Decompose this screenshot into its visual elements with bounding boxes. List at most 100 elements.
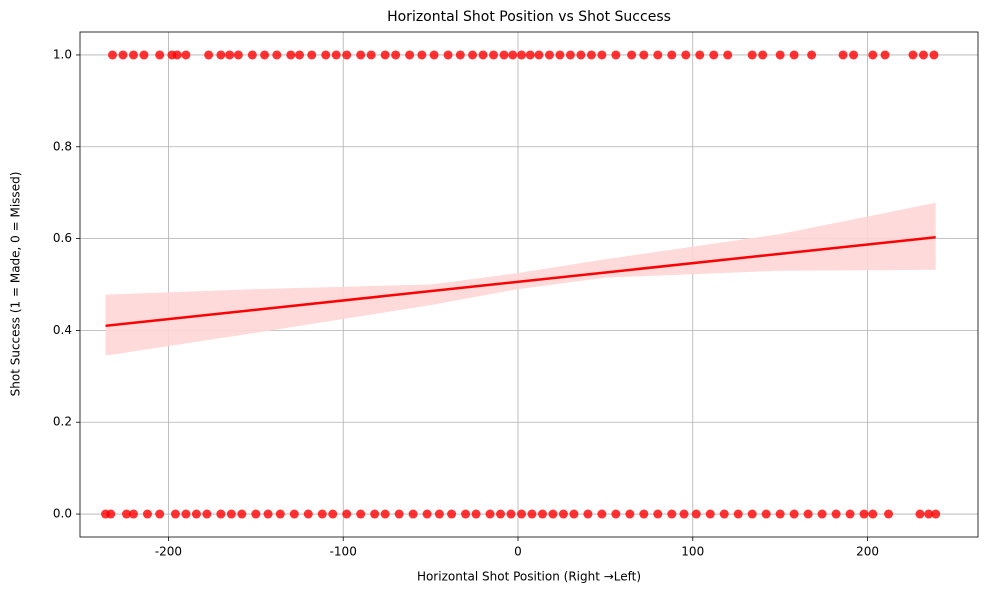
shot-point (525, 50, 535, 60)
shot-point (775, 509, 785, 519)
x-tick-label: 0 (514, 545, 522, 559)
shot-point (639, 509, 649, 519)
shot-point (719, 509, 729, 519)
shot-point (443, 50, 453, 60)
shot-point (679, 509, 689, 519)
shot-point (380, 50, 390, 60)
shot-point (461, 509, 471, 519)
shot-point (733, 509, 743, 519)
shot-point (468, 50, 478, 60)
shot-point (758, 50, 768, 60)
y-tick-label: 0.0 (53, 507, 72, 521)
shot-point (170, 509, 180, 519)
shot-point (625, 509, 635, 519)
shot-point (328, 509, 338, 519)
shot-point (366, 50, 376, 60)
shot-point (803, 509, 813, 519)
shot-point (391, 50, 401, 60)
shot-point (667, 509, 677, 519)
y-axis-label: Shot Success (1 = Made, 0 = Missed) (9, 172, 23, 397)
shot-point (155, 509, 165, 519)
shot-point (583, 509, 593, 519)
shot-point (565, 50, 575, 60)
shot-point (172, 50, 182, 60)
shot-point (611, 50, 621, 60)
shot-point (434, 509, 444, 519)
shot-point (747, 509, 757, 519)
shot-point (247, 50, 257, 60)
shot-point (155, 50, 165, 60)
shot-point (527, 509, 537, 519)
shot-point (537, 509, 547, 519)
shot-point (118, 50, 128, 60)
shot-point (331, 50, 341, 60)
x-tick-label: -200 (155, 545, 182, 559)
confidence-band (105, 202, 936, 356)
shot-point (405, 50, 415, 60)
shot-point (586, 50, 596, 60)
shot-point (817, 509, 827, 519)
shot-point (859, 509, 869, 519)
shot-point (342, 509, 352, 519)
shot-point (237, 509, 247, 519)
shot-point (321, 50, 331, 60)
shot-point (356, 509, 366, 519)
shot-point (422, 509, 432, 519)
shot-point (489, 50, 499, 60)
shot-point (181, 509, 191, 519)
shot-point (496, 509, 506, 519)
shot-point (303, 509, 313, 519)
shot-point (534, 50, 544, 60)
shot-point (260, 50, 270, 60)
shot-point (225, 50, 235, 60)
shot-point (128, 509, 138, 519)
shot-point (380, 509, 390, 519)
shot-point (924, 509, 934, 519)
shot-point (508, 50, 518, 60)
shot-point (216, 509, 226, 519)
shot-point (263, 509, 273, 519)
shot-point (499, 50, 509, 60)
shot-point (929, 50, 939, 60)
shot-point (121, 509, 131, 519)
shot-point (705, 509, 715, 519)
shot-point (555, 50, 565, 60)
shot-point (342, 50, 352, 60)
shot-point (868, 509, 878, 519)
plot-frame (79, 31, 979, 538)
shot-point (918, 50, 928, 60)
shot-point (289, 509, 299, 519)
y-tick-label: 0.6 (53, 231, 72, 245)
shot-point (653, 50, 663, 60)
shot-point (789, 50, 799, 60)
shot-point (447, 509, 457, 519)
shot-point (356, 50, 366, 60)
shot-point (558, 509, 568, 519)
shot-point (233, 50, 243, 60)
shot-point (251, 509, 261, 519)
shot-point (286, 50, 296, 60)
shot-point (295, 50, 305, 60)
shot-point (576, 50, 586, 60)
shot-point (408, 509, 418, 519)
shot-point (723, 50, 733, 60)
shot-point (142, 509, 152, 519)
shot-point (108, 50, 118, 60)
shot-point (485, 509, 495, 519)
shot-point (275, 509, 285, 519)
shot-point (506, 509, 516, 519)
shot-point (627, 50, 637, 60)
shot-point (128, 50, 138, 60)
shot-point (807, 50, 817, 60)
shot-point (884, 509, 894, 519)
shot-point (317, 509, 327, 519)
shot-point (597, 50, 607, 60)
shot-point (181, 50, 191, 60)
shot-point (370, 509, 380, 519)
x-tick-label: -100 (330, 545, 357, 559)
y-tick-label: 1.0 (53, 47, 72, 61)
y-tick-label: 0.4 (53, 323, 72, 337)
shot-point (691, 509, 701, 519)
shot-point (516, 509, 526, 519)
